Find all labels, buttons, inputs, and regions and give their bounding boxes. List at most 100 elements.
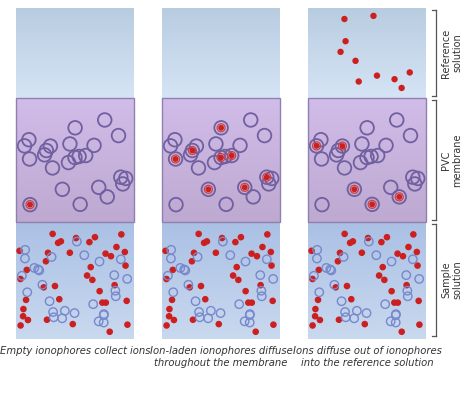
Bar <box>16 63 134 65</box>
Bar <box>16 313 134 315</box>
Bar <box>16 51 134 53</box>
Bar <box>162 63 280 65</box>
Bar <box>16 46 134 48</box>
Bar <box>16 114 134 117</box>
Circle shape <box>399 85 404 90</box>
Bar <box>308 95 426 97</box>
Bar <box>162 208 280 210</box>
Circle shape <box>312 314 318 319</box>
Bar <box>16 59 134 61</box>
Bar <box>162 145 280 148</box>
Bar <box>308 173 426 175</box>
Bar <box>16 177 134 179</box>
Bar <box>162 284 280 286</box>
Bar <box>16 78 134 80</box>
Bar <box>16 330 134 333</box>
Circle shape <box>356 79 361 84</box>
Bar <box>308 177 426 179</box>
Bar <box>308 62 426 64</box>
Text: Reference
solution: Reference solution <box>441 28 463 78</box>
Bar <box>162 20 280 22</box>
Bar <box>308 93 426 95</box>
Bar <box>308 228 426 230</box>
Circle shape <box>166 314 172 319</box>
Circle shape <box>343 39 348 44</box>
Circle shape <box>342 17 347 21</box>
Bar <box>16 154 134 156</box>
Circle shape <box>41 285 46 290</box>
Bar <box>308 10 426 11</box>
Bar <box>16 23 134 25</box>
Circle shape <box>87 240 92 245</box>
Bar <box>162 230 280 232</box>
Bar <box>16 187 134 189</box>
Bar <box>162 199 280 202</box>
Bar <box>308 185 426 187</box>
Bar <box>16 55 134 57</box>
Bar <box>308 56 426 58</box>
Bar <box>16 321 134 323</box>
Bar <box>162 21 280 23</box>
Bar <box>16 158 134 160</box>
Bar <box>16 25 134 27</box>
Bar <box>162 100 280 103</box>
Bar <box>16 102 134 105</box>
Bar <box>308 259 426 261</box>
Bar <box>162 249 280 252</box>
Bar <box>162 46 280 48</box>
Circle shape <box>407 70 412 75</box>
Bar <box>308 326 426 329</box>
Bar <box>162 127 280 130</box>
Bar <box>308 187 426 189</box>
Bar <box>16 276 134 279</box>
Bar <box>308 301 426 304</box>
Bar <box>308 129 426 132</box>
Bar <box>162 13 280 15</box>
Circle shape <box>123 263 128 268</box>
Bar <box>308 297 426 300</box>
Bar <box>162 61 280 63</box>
Bar <box>16 241 134 244</box>
Circle shape <box>317 318 322 323</box>
Circle shape <box>114 244 119 250</box>
Bar <box>162 121 280 123</box>
Bar <box>162 42 280 44</box>
Bar <box>308 263 426 265</box>
Bar <box>162 173 280 175</box>
Circle shape <box>100 300 105 305</box>
Bar <box>162 185 280 187</box>
Bar <box>162 247 280 250</box>
Bar <box>162 77 280 79</box>
Bar <box>16 131 134 134</box>
Circle shape <box>50 231 55 236</box>
Bar <box>308 334 426 337</box>
Bar <box>162 158 280 160</box>
Circle shape <box>17 248 22 253</box>
Bar <box>308 197 426 200</box>
Circle shape <box>392 77 397 82</box>
Circle shape <box>58 239 64 244</box>
Bar <box>308 125 426 127</box>
Bar <box>308 30 426 32</box>
Bar <box>308 69 426 72</box>
Circle shape <box>362 322 367 327</box>
Bar <box>16 121 134 123</box>
Bar <box>16 156 134 158</box>
Bar <box>16 164 134 167</box>
Circle shape <box>342 231 347 236</box>
Bar <box>162 160 280 162</box>
Bar <box>308 222 426 225</box>
Bar <box>16 299 134 302</box>
Bar <box>308 321 426 323</box>
Bar <box>308 98 426 222</box>
Bar <box>16 42 134 44</box>
Bar <box>308 328 426 331</box>
Bar <box>308 307 426 309</box>
Bar <box>308 32 426 34</box>
Bar <box>16 133 134 136</box>
Bar <box>16 317 134 319</box>
Bar <box>308 13 426 15</box>
Bar <box>162 295 280 298</box>
Bar <box>162 68 280 70</box>
Bar <box>16 84 134 86</box>
